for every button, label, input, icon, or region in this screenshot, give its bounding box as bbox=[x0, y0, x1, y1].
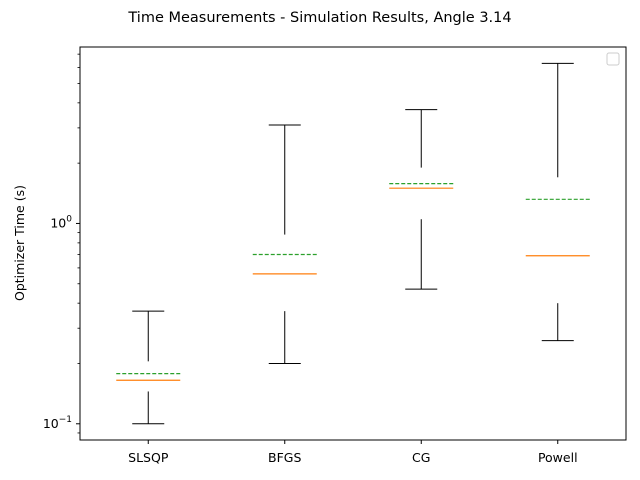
y-tick-label: 10−1 bbox=[43, 415, 72, 431]
y-axis-label: Optimizer Time (s) bbox=[12, 185, 27, 301]
box-group-bfgs bbox=[252, 124, 317, 364]
x-axis-ticks: SLSQP BFGS CG Powell bbox=[128, 440, 578, 465]
x-tick-label-bfgs: BFGS bbox=[268, 450, 301, 465]
y-tick-label: 100 bbox=[50, 214, 72, 230]
box-group-cg bbox=[389, 109, 454, 290]
box-group-powell bbox=[525, 62, 590, 342]
chart-title: Time Measurements - Simulation Results, … bbox=[127, 10, 511, 26]
y-axis-ticks: 10−1 100 bbox=[43, 53, 80, 434]
legend-box bbox=[606, 52, 620, 66]
x-tick-label-powell: Powell bbox=[538, 450, 578, 465]
plot-area bbox=[79, 46, 627, 441]
x-tick-label-cg: CG bbox=[412, 450, 430, 465]
box-group-slsqp bbox=[116, 310, 181, 425]
x-tick-label-slsqp: SLSQP bbox=[128, 450, 169, 465]
chart-marks bbox=[116, 62, 590, 425]
